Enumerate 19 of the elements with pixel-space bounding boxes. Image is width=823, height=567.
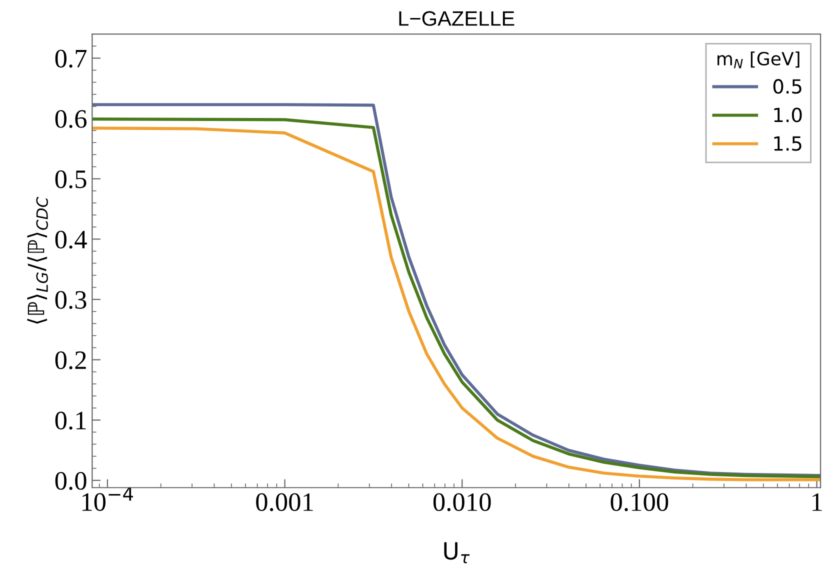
y-axis-title: ⟨ℙ⟩$_{LG}$/⟨ℙ⟩$_{CDC}$ <box>27 196 48 324</box>
y-tick-label: 0.5 <box>55 170 86 188</box>
x-tick-label: 0.100 <box>610 493 668 512</box>
y-tick-label: 0.3 <box>55 291 86 309</box>
y-tick-label: 0.2 <box>55 351 86 370</box>
y-tick-label: 0.4 <box>55 230 87 249</box>
x-tick-label: 1 <box>812 493 822 511</box>
x-tick-label: 0.010 <box>433 493 491 512</box>
y-tick-label: 0.7 <box>55 50 87 68</box>
y-tick-label: 0.0 <box>55 472 86 490</box>
y-tick-label: 0.1 <box>55 412 86 430</box>
legend-label: 1.5 <box>774 136 802 151</box>
chart-title: L−GAZELLE <box>399 11 514 26</box>
x-tick-label: 0.001 <box>256 493 313 512</box>
legend-label: 1.0 <box>774 108 802 122</box>
legend-label: 0.5 <box>773 79 802 94</box>
y-tick-label: 0.6 <box>55 110 87 128</box>
x-axis-title: U$_{τ}$ <box>444 542 470 564</box>
legend-title: m$_{N}$ [GeV] <box>718 52 800 68</box>
